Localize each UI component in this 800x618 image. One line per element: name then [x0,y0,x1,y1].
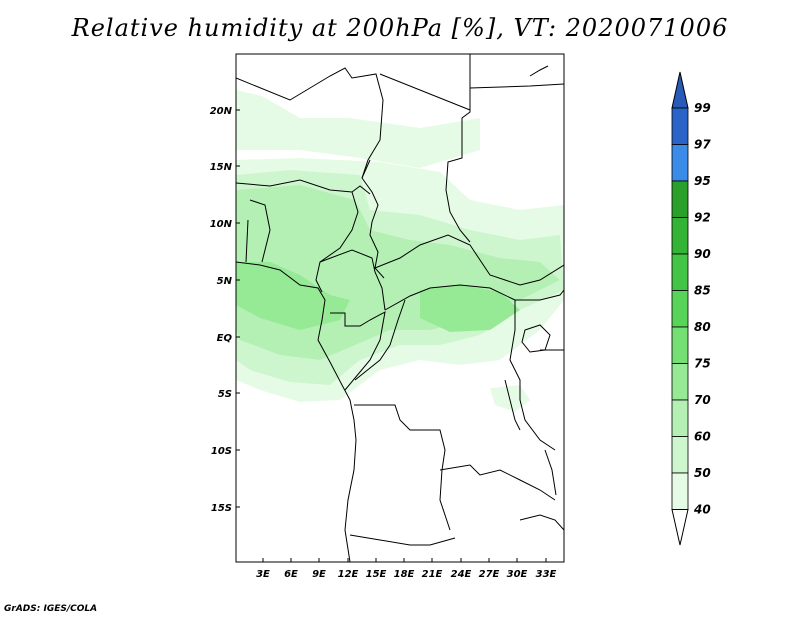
colorbar-label-99: 99 [694,101,711,115]
lon-label-15e: 15E [366,569,387,580]
border-angola-south [349,534,456,546]
red-sea-coast [469,83,564,89]
sinai [529,65,549,77]
colorbar-label-40: 40 [693,503,711,517]
lon-label-27e: 27E [479,569,500,580]
humidity-region-70b [420,285,520,332]
lat-label-10n: 10N [210,219,233,230]
colorbar-label-95: 95 [694,174,711,188]
border-drc-east [509,300,556,451]
colorbar-label-60: 60 [694,430,711,444]
border-congo [330,311,386,391]
lon-label-18e: 18E [394,569,415,580]
colorbar-swatch-95-97 [671,144,689,182]
lake-tanganyika [504,379,521,431]
lat-label-15n: 15N [210,162,233,173]
chart-title: Relative humidity at 200hPa [%], VT: 202… [71,14,729,42]
border-libya-chad [236,67,384,179]
colorbar-swatch-85-90 [671,253,689,291]
border-zambia [439,464,556,501]
lake-victoria [521,324,551,353]
colorbar-label-90: 90 [694,247,711,261]
border-drc-angola [354,404,451,531]
colorbar-swatch-75-80 [671,326,689,364]
colorbar-swatch-50-60 [671,436,689,474]
colorbar-label-70: 70 [694,393,711,407]
border-uganda [515,289,564,301]
border-libya-egypt [379,73,471,111]
humidity-region-70 [236,262,350,330]
colorbar-swatch-92-95 [671,180,689,218]
colorbar-label-92: 92 [694,211,711,225]
border-cameroon-car [319,249,386,311]
lon-label-30e: 30E [507,569,528,580]
lon-label-6e: 6E [284,569,298,580]
colorbar-top-arrow [671,71,689,109]
lat-label-15s: 15S [211,503,232,514]
colorbar-swatch-60-70 [671,399,689,437]
lat-label-5n: 5N [217,276,233,287]
colorbar-swatch-97-99 [671,107,689,145]
colorbar-label-80: 80 [694,320,711,334]
border-chad-east [361,159,385,279]
colorbar-label-85: 85 [694,284,711,298]
border-nigeria-east [315,191,359,293]
map-frame [235,53,565,563]
border-mozambique [519,514,564,531]
colorbar-swatch-90-92 [671,217,689,255]
colorbar-label-50: 50 [694,466,711,480]
lat-label-10s: 10S [211,446,232,457]
border-west-small2 [245,219,249,263]
longitude-axis: 3E 6E 9E 12E 15E 18E 21E 24E 27E 30E 33E [256,558,557,580]
lat-label-20n: 20N [210,106,233,117]
border-sudan-south [374,234,564,286]
colorbar-swatch-40-50 [671,472,689,510]
colorbar: 99 97 95 92 90 85 80 75 70 60 50 40 [671,71,711,546]
lon-label-9e: 9E [312,569,326,580]
colorbar-swatch-70-75 [671,363,689,401]
border-car-south [384,284,516,311]
humidity-band-north [236,90,480,168]
border-niger-south [236,179,371,195]
lon-label-21e: 21E [422,569,443,580]
colorbar-label-97: 97 [694,138,711,152]
latitude-axis: 20N 15N 10N 5N EQ 5S 10S 15S [210,106,240,514]
credit-label: GrADS: IGES/COLA [4,604,98,614]
colorbar-swatch-80-85 [671,290,689,328]
lon-label-12e: 12E [338,569,359,580]
lon-label-3e: 3E [256,569,270,580]
lon-label-33e: 33E [536,569,557,580]
lat-label-eq: EQ [217,333,233,344]
lon-label-24e: 24E [451,569,472,580]
border-egypt-sudan [445,54,471,243]
border-drc-west [354,299,406,381]
colorbar-label-75: 75 [694,357,711,371]
coastline [236,261,357,562]
lake-malawi [544,449,557,496]
colorbar-bottom-arrow [671,509,689,546]
country-borders [236,54,564,562]
humidity-shading [236,90,564,412]
border-west-small [249,199,271,263]
lat-label-5s: 5S [218,389,232,400]
